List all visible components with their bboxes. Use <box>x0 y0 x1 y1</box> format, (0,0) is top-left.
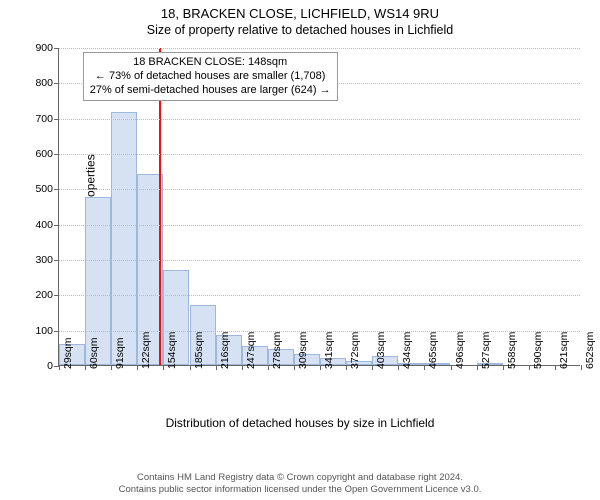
xtick-label: 122sqm <box>140 332 152 369</box>
page-title-desc: Size of property relative to detached ho… <box>0 21 600 41</box>
ytick-label: 600 <box>35 148 59 160</box>
xtick-label: 496sqm <box>454 332 466 369</box>
xtick-mark <box>190 365 191 370</box>
xtick-label: 465sqm <box>427 332 439 369</box>
gridline-h <box>59 225 580 226</box>
xtick-mark <box>294 365 295 370</box>
xtick-mark <box>216 365 217 370</box>
xtick-mark <box>477 365 478 370</box>
xtick-mark <box>137 365 138 370</box>
xtick-mark <box>398 365 399 370</box>
ytick-label: 0 <box>47 360 59 372</box>
xtick-label: 590sqm <box>532 332 544 369</box>
xtick-mark <box>163 365 164 370</box>
xtick-mark <box>242 365 243 370</box>
xtick-label: 309sqm <box>297 332 309 369</box>
ytick-label: 400 <box>35 219 59 231</box>
plot-area: 18 BRACKEN CLOSE: 148sqm ← 73% of detach… <box>58 48 580 366</box>
x-axis-label: Distribution of detached houses by size … <box>0 416 600 430</box>
annotation-line-3: 27% of semi-detached houses are larger (… <box>90 84 331 98</box>
ytick-label: 800 <box>35 77 59 89</box>
xtick-label: 247sqm <box>245 332 257 369</box>
gridline-h <box>59 260 580 261</box>
page-title-address: 18, BRACKEN CLOSE, LICHFIELD, WS14 9RU <box>0 0 600 21</box>
gridline-h <box>59 295 580 296</box>
xtick-mark <box>59 365 60 370</box>
xtick-mark <box>503 365 504 370</box>
xtick-label: 434sqm <box>401 332 413 369</box>
xtick-label: 652sqm <box>584 332 596 369</box>
xtick-label: 372sqm <box>349 332 361 369</box>
xtick-mark <box>320 365 321 370</box>
xtick-label: 278sqm <box>271 332 283 369</box>
xtick-mark <box>529 365 530 370</box>
xtick-label: 91sqm <box>114 337 126 369</box>
ytick-label: 500 <box>35 183 59 195</box>
xtick-label: 527sqm <box>480 332 492 369</box>
xtick-label: 185sqm <box>193 332 205 369</box>
gridline-h <box>59 154 580 155</box>
xtick-label: 341sqm <box>323 332 335 369</box>
xtick-mark <box>268 365 269 370</box>
footer-line-1: Contains HM Land Registry data © Crown c… <box>0 472 600 484</box>
xtick-label: 403sqm <box>375 332 387 369</box>
xtick-mark <box>581 365 582 370</box>
xtick-mark <box>424 365 425 370</box>
xtick-mark <box>555 365 556 370</box>
ytick-label: 100 <box>35 325 59 337</box>
footer-attribution: Contains HM Land Registry data © Crown c… <box>0 472 600 496</box>
ytick-label: 900 <box>35 42 59 54</box>
xtick-mark <box>346 365 347 370</box>
gridline-h <box>59 48 580 49</box>
annotation-box: 18 BRACKEN CLOSE: 148sqm ← 73% of detach… <box>83 52 338 101</box>
gridline-h <box>59 189 580 190</box>
gridline-h <box>59 331 580 332</box>
annotation-line-2: ← 73% of detached houses are smaller (1,… <box>90 70 331 84</box>
xtick-label: 216sqm <box>219 332 231 369</box>
xtick-label: 621sqm <box>558 332 570 369</box>
xtick-mark <box>372 365 373 370</box>
xtick-mark <box>451 365 452 370</box>
ytick-label: 700 <box>35 113 59 125</box>
xtick-label: 558sqm <box>506 332 518 369</box>
xtick-mark <box>111 365 112 370</box>
xtick-label: 60sqm <box>88 337 100 369</box>
xtick-label: 154sqm <box>166 332 178 369</box>
annotation-line-1: 18 BRACKEN CLOSE: 148sqm <box>90 56 331 70</box>
gridline-h <box>59 119 580 120</box>
footer-line-2: Contains public sector information licen… <box>0 484 600 496</box>
ytick-label: 300 <box>35 254 59 266</box>
xtick-label: 29sqm <box>62 337 74 369</box>
ytick-label: 200 <box>35 289 59 301</box>
chart-container: Number of detached properties 18 BRACKEN… <box>0 42 600 432</box>
xtick-mark <box>85 365 86 370</box>
histogram-bar <box>111 112 137 365</box>
